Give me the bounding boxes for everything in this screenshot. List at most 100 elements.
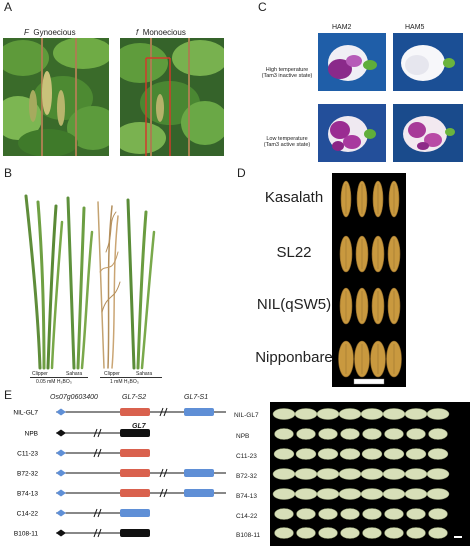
grain xyxy=(340,508,360,520)
panel-d-letter: D xyxy=(237,166,246,180)
gl7-s1-box xyxy=(184,408,214,416)
grain xyxy=(338,488,362,500)
nipponbare-label: Nipponbare xyxy=(255,349,333,366)
gynoecious-text: Gynoecious xyxy=(33,28,76,37)
npb-gene-label: GL7 xyxy=(132,423,146,430)
grain xyxy=(406,428,426,440)
axis-break xyxy=(93,528,102,538)
grain xyxy=(361,448,383,460)
grain xyxy=(296,508,316,520)
grain xyxy=(317,448,339,460)
ham2-low-photo xyxy=(318,104,386,162)
grain-label-5: B74-13 xyxy=(236,493,257,500)
gl7-s1-box xyxy=(184,489,214,497)
grain xyxy=(382,488,406,500)
grain xyxy=(426,488,450,500)
grain xyxy=(360,488,384,500)
grain xyxy=(316,408,340,420)
grain xyxy=(272,488,296,500)
grain xyxy=(362,428,382,440)
grain xyxy=(362,508,382,520)
variety-label-4: Sahara xyxy=(136,371,153,377)
treatment-label-1: 0.05 mM H₃BO₃ xyxy=(36,379,72,385)
grain xyxy=(296,527,316,539)
grain xyxy=(384,428,404,440)
monoecious-text: Monoecious xyxy=(142,28,186,37)
panel-b-letter: B xyxy=(4,166,13,180)
treatment-divider-1 xyxy=(30,377,88,378)
os07g-marker xyxy=(56,469,66,477)
axis-break xyxy=(159,488,168,498)
barley-photo xyxy=(22,192,162,370)
grain xyxy=(294,468,318,480)
grain xyxy=(338,468,362,480)
os07g-marker xyxy=(56,449,66,457)
grain-label-1: NIL-GL7 xyxy=(234,412,259,419)
grain-label-3: C11-23 xyxy=(236,453,257,460)
grain xyxy=(296,428,316,440)
grain xyxy=(295,448,317,460)
monoecious-caption: f Monoecious xyxy=(136,28,186,37)
grain xyxy=(428,428,448,440)
grain xyxy=(316,468,340,480)
grain xyxy=(340,527,360,539)
panel-e-letter: E xyxy=(4,388,13,402)
grain xyxy=(272,408,296,420)
line-label: NPB xyxy=(25,431,38,438)
gl7-s2-box xyxy=(120,449,150,457)
grain xyxy=(274,428,294,440)
grain xyxy=(404,408,428,420)
axis-break xyxy=(93,508,102,518)
grain xyxy=(274,508,294,520)
grain-label-7: B108-11 xyxy=(236,532,261,539)
low-temp-line1: Low temperature xyxy=(266,136,308,142)
variety-label-1: Clipper xyxy=(32,371,48,377)
grain xyxy=(404,468,428,480)
ham5-low-photo xyxy=(393,104,463,162)
grain xyxy=(426,408,450,420)
ham2-header: HAM2 xyxy=(332,24,352,31)
grain-label-6: C14-22 xyxy=(236,513,258,520)
grain xyxy=(427,448,449,460)
gl7-s2-box xyxy=(120,429,150,437)
ham2-high-photo xyxy=(318,33,386,91)
axis-break xyxy=(159,468,168,478)
panel-a-letter: A xyxy=(4,0,13,14)
grain xyxy=(428,508,448,520)
grain xyxy=(382,468,406,480)
grain xyxy=(360,468,384,480)
grain xyxy=(294,488,318,500)
grain xyxy=(384,527,404,539)
gene-header-os07g: Os07g0603400 xyxy=(50,394,98,401)
grain xyxy=(426,468,450,480)
nil-qsw5-label: NIL(qSW5) xyxy=(256,296,332,313)
grain xyxy=(382,408,406,420)
gl7-s2-box xyxy=(120,408,150,416)
gynoecious-symbol: F xyxy=(24,28,29,37)
grain xyxy=(404,488,428,500)
grain xyxy=(338,408,362,420)
monoecious-symbol: f xyxy=(136,28,139,37)
kasalath-label: Kasalath xyxy=(264,189,324,206)
treatment-label-2: 1 mM H₃BO₃ xyxy=(110,379,139,385)
high-temp-line2: (Tam3 inactive state) xyxy=(261,73,313,79)
grain xyxy=(405,448,427,460)
line-label: B74-13 xyxy=(17,491,38,498)
grain-label-4: B72-32 xyxy=(236,473,257,480)
variety-label-3: Clipper xyxy=(104,371,120,377)
os07g-marker xyxy=(56,429,66,437)
grain xyxy=(406,527,426,539)
monoecious-photo xyxy=(120,38,224,156)
grain xyxy=(272,468,296,480)
os07g-marker xyxy=(56,529,66,537)
sl22-label: SL22 xyxy=(276,244,312,261)
scale-bar xyxy=(454,536,462,538)
treatment-divider-2 xyxy=(100,377,162,378)
line-label: C11-23 xyxy=(17,451,38,458)
os07g-marker xyxy=(56,408,66,416)
line-label: B72-32 xyxy=(17,471,38,478)
scale-bar xyxy=(353,378,385,385)
low-temp-label: Low temperature (Tam3 active state) xyxy=(258,136,316,148)
gl7-s1-box xyxy=(184,469,214,477)
ham5-high-photo xyxy=(393,33,463,91)
